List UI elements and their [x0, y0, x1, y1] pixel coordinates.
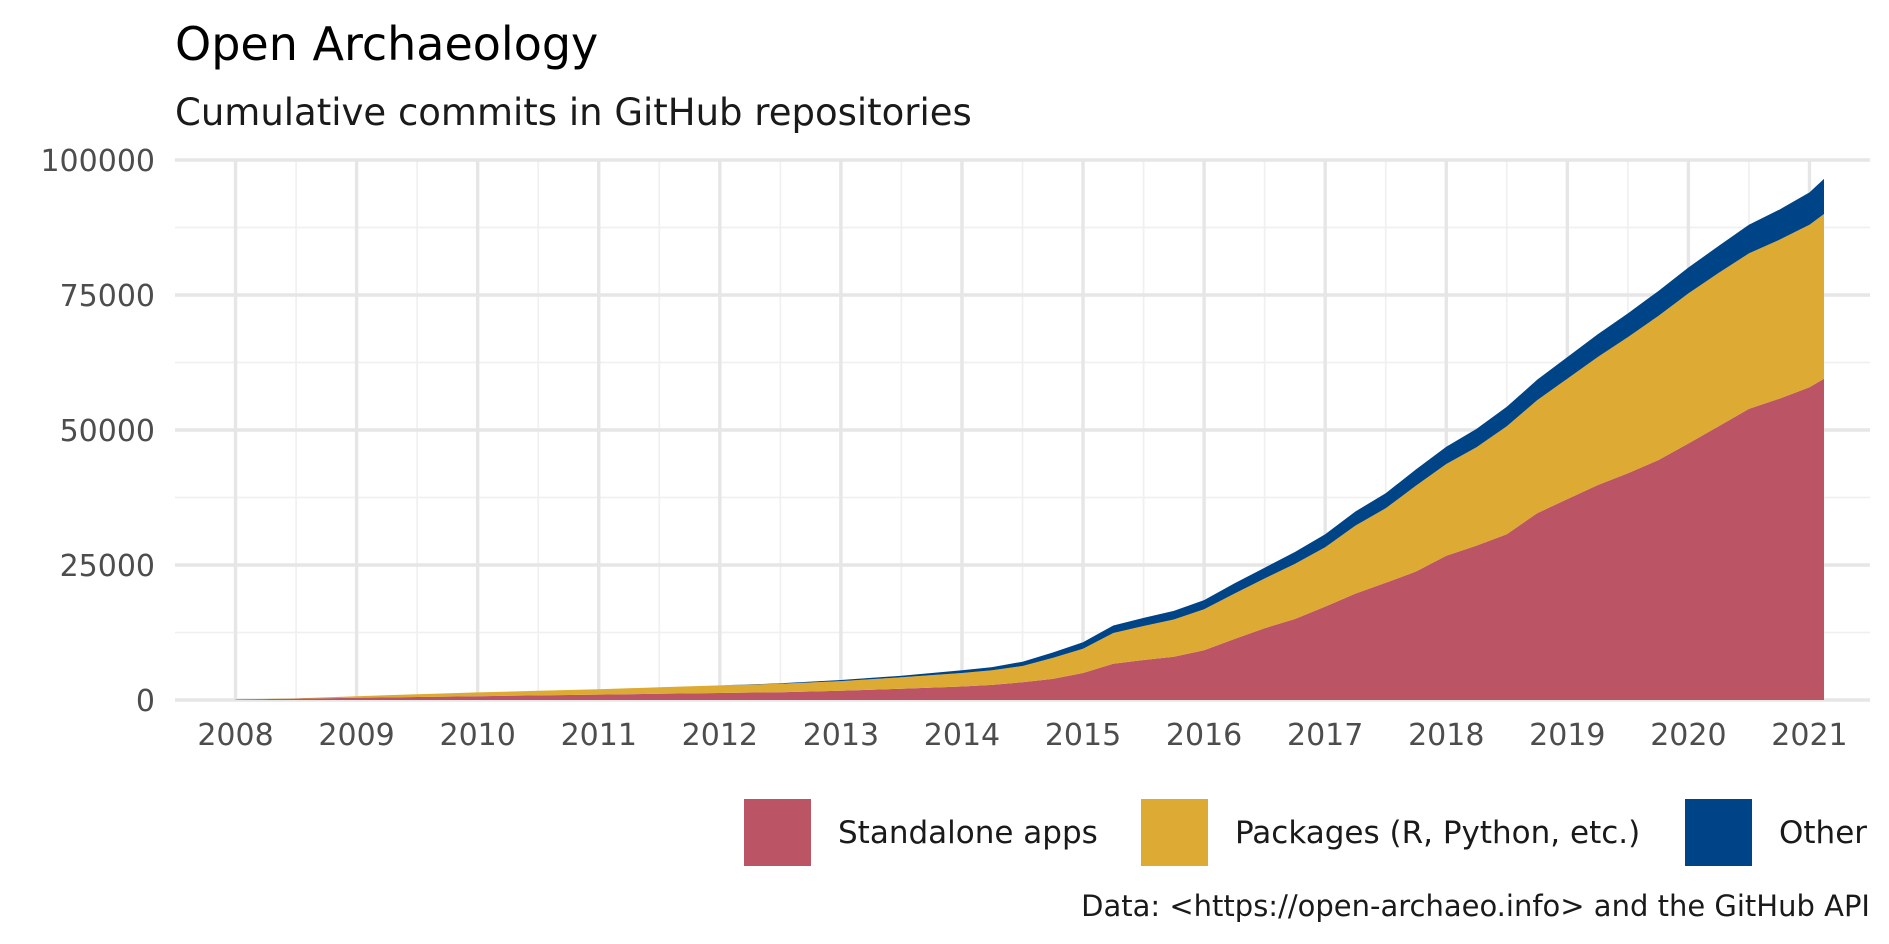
legend-label-standalone-apps: Standalone apps	[838, 815, 1098, 851]
y-tick-label: 100000	[40, 144, 155, 179]
x-tick-label: 2010	[439, 718, 515, 753]
x-tick-label: 2012	[682, 718, 758, 753]
y-tick-label: 75000	[60, 279, 155, 314]
chart-caption: Data: <https://open-archaeo.info> and th…	[1081, 889, 1870, 923]
x-tick-label: 2015	[1045, 718, 1121, 753]
y-axis-ticks: 0 25000 50000 75000 100000	[40, 144, 155, 719]
x-tick-label: 2011	[561, 718, 637, 753]
legend-key-standalone-apps	[744, 799, 811, 866]
area-packages-r-python-etc	[235, 214, 1824, 700]
x-tick-label: 2009	[318, 718, 394, 753]
data-areas	[235, 178, 1824, 700]
x-tick-label: 2018	[1408, 718, 1484, 753]
x-tick-label: 2020	[1650, 718, 1726, 753]
chart-title: Open Archaeology	[175, 17, 598, 71]
x-tick-label: 2014	[924, 718, 1000, 753]
x-tick-label: 2008	[197, 718, 273, 753]
legend-label-other: Other	[1779, 815, 1867, 851]
area-standalone-apps	[235, 378, 1824, 700]
x-tick-label: 2021	[1771, 718, 1847, 753]
x-tick-label: 2013	[803, 718, 879, 753]
legend-key-packages	[1141, 799, 1208, 866]
x-tick-label: 2016	[1166, 718, 1242, 753]
legend-key-other	[1685, 799, 1752, 866]
legend: Standalone apps Packages (R, Python, etc…	[744, 799, 1867, 866]
x-tick-label: 2017	[1287, 718, 1363, 753]
y-tick-label: 50000	[60, 414, 155, 449]
legend-label-packages: Packages (R, Python, etc.)	[1235, 815, 1640, 851]
x-axis-ticks: 2008 2009 2010 2011 2012 2013 2014 2015 2016 2017…	[197, 718, 1847, 753]
y-tick-label: 0	[136, 684, 155, 719]
y-tick-label: 25000	[60, 549, 155, 584]
chart-subtitle: Cumulative commits in GitHub repositorie…	[175, 91, 972, 134]
x-tick-label: 2019	[1529, 718, 1605, 753]
